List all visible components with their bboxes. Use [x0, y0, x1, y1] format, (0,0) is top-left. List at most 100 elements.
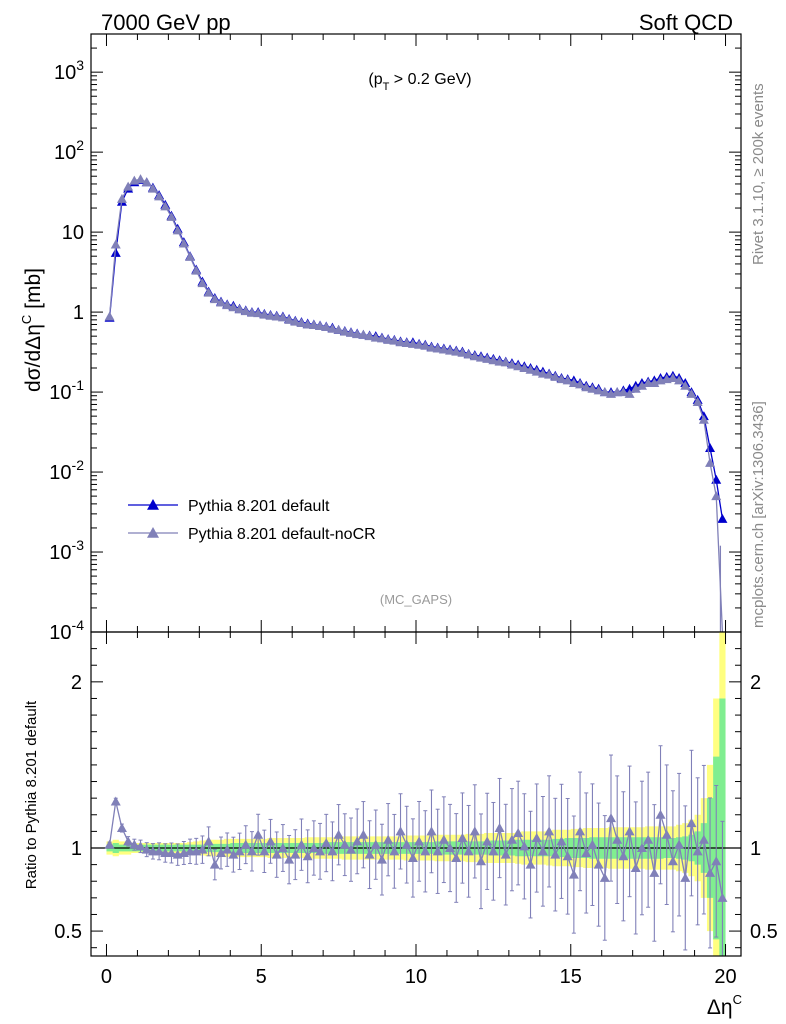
data-point: [178, 238, 189, 248]
series-line: [108, 179, 724, 519]
ratio-data-point: [216, 847, 226, 857]
ratio-y-tick-label-right: 1: [750, 838, 761, 860]
ratio-data-point: [643, 834, 654, 844]
ratio-data-point: [575, 826, 586, 836]
data-point: [315, 321, 326, 331]
ratio-data-point: [544, 826, 555, 836]
ratio-data-point: [562, 851, 573, 861]
ratio-data-point: [401, 839, 412, 849]
data-point: [253, 308, 264, 318]
data-point: [191, 265, 202, 275]
ratio-data-point: [500, 849, 511, 859]
ratio-data-point: [395, 826, 406, 836]
ratio-plot-area: [91, 632, 741, 957]
data-point: [228, 302, 239, 312]
data-point: [104, 311, 115, 321]
data-point: [259, 309, 270, 319]
data-point: [116, 193, 127, 203]
data-point: [147, 183, 158, 193]
data-point: [550, 371, 561, 381]
ratio-y-tick-label-left: 2: [71, 672, 82, 694]
data-point: [457, 347, 468, 357]
ratio-series-line: [108, 801, 724, 898]
legend-entry: Pythia 8.201 default-noCR: [188, 526, 376, 543]
data-point: [358, 329, 369, 339]
ratio-data-point: [209, 859, 220, 869]
ratio-data-point: [513, 828, 524, 838]
ratio-data-point: [711, 856, 722, 866]
main-y-tick-label: 10-2: [49, 457, 84, 484]
ratio-data-point: [104, 839, 115, 849]
ratio-data-point: [649, 867, 660, 877]
data-point: [141, 177, 152, 187]
data-point: [705, 457, 716, 467]
ratio-data-point: [129, 839, 140, 849]
ratio-data-point: [537, 846, 548, 856]
data-point: [222, 300, 233, 310]
data-point: [618, 387, 629, 397]
ratio-data-point: [655, 809, 666, 819]
data-point: [209, 294, 220, 304]
ratio-data-point: [259, 846, 270, 856]
data-point: [593, 385, 604, 395]
ratio-data-point: [290, 849, 301, 859]
data-point: [327, 323, 338, 333]
data-point: [110, 239, 121, 249]
ratio-data-point: [686, 818, 697, 828]
ratio-plot-panel: 0.5 0.51 12 20 5 10 15 20 Ratio to Pythia 8.201…: [23, 631, 778, 1019]
data-point: [488, 355, 499, 365]
data-point: [705, 442, 716, 452]
main-y-tick-label: 1: [73, 302, 84, 324]
ratio-data-point: [488, 846, 499, 856]
ratio-data-point: [135, 841, 146, 851]
ratio-data-point: [445, 843, 456, 852]
ratio-data-point: [432, 846, 443, 856]
ratio-data-point: [463, 846, 474, 856]
data-point: [376, 333, 387, 343]
ratio-data-point: [661, 829, 672, 839]
legend: Pythia 8.201 default Pythia 8.201 default…: [128, 498, 376, 543]
ratio-data-point: [556, 836, 567, 846]
data-point: [636, 380, 647, 390]
x-tick-label: 10: [405, 966, 427, 988]
data-point: [172, 225, 183, 235]
ratio-data-point: [246, 846, 257, 856]
ratio-data-point: [624, 826, 635, 836]
main-axis-ticks: 10-4 10-3 10-2 10-1 1 10 102 103: [49, 33, 741, 644]
ratio-data-point: [674, 839, 685, 849]
data-point: [333, 324, 344, 334]
ratio-data-point: [321, 838, 332, 848]
ratio-data-point: [457, 833, 468, 843]
data-point: [123, 181, 134, 191]
data-point: [246, 307, 257, 317]
data-point: [568, 377, 579, 387]
ratio-data-point: [692, 846, 703, 856]
data-point: [414, 339, 425, 349]
data-point: [308, 319, 319, 329]
data-point: [339, 326, 350, 336]
ratio-data-point: [383, 834, 394, 844]
data-point: [203, 287, 214, 297]
ratio-data-point: [581, 847, 592, 857]
ratio-data-point: [265, 836, 276, 846]
ratio-y-tick-label-right: 0.5: [750, 921, 778, 943]
main-plot-area: [104, 174, 728, 633]
ratio-data-point: [506, 834, 517, 844]
x-tick-label: 20: [714, 966, 736, 988]
ratio-y-axis-label: Ratio to Pythia 8.201 default: [23, 700, 40, 889]
data-point: [469, 351, 480, 361]
data-point: [667, 372, 678, 382]
ratio-data-point: [339, 839, 350, 849]
data-point: [296, 318, 307, 328]
data-point: [154, 191, 165, 201]
data-point: [630, 383, 641, 393]
analysis-watermark: (MC_GAPS): [380, 592, 452, 607]
ratio-data-point: [420, 846, 431, 856]
data-point: [364, 331, 375, 341]
data-point: [476, 352, 486, 362]
ratio-data-point: [525, 859, 536, 869]
ratio-data-point: [308, 843, 319, 852]
x-tick-label: 0: [101, 966, 112, 988]
ratio-data-point: [277, 843, 288, 852]
